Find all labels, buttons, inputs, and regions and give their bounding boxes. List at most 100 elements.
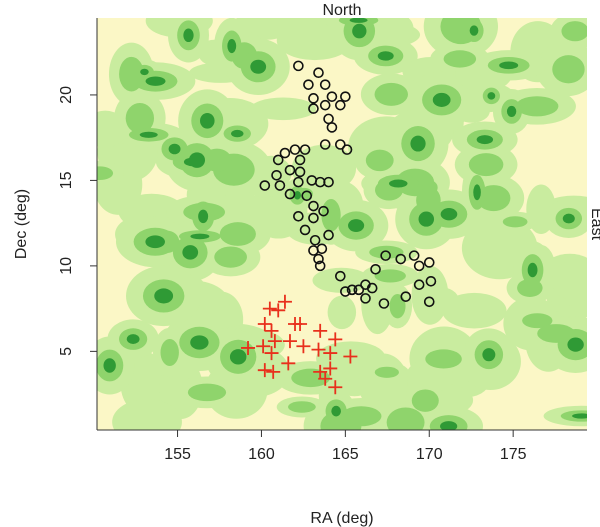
circle-point [319, 79, 331, 90]
circle-point [309, 234, 321, 246]
contour-level [145, 76, 166, 86]
contour-level [537, 324, 575, 343]
y-tick-label: 5 [58, 347, 75, 356]
contour-level [168, 143, 181, 155]
x-tick-label: 170 [416, 446, 443, 463]
contour-level [502, 216, 528, 228]
circle-point [360, 293, 371, 304]
circle-point [284, 164, 296, 176]
circle-point [313, 67, 324, 79]
contour-level [349, 18, 368, 23]
contour-level [188, 152, 206, 168]
contour-level [154, 230, 180, 253]
contour-level [416, 286, 459, 313]
y-tick-label: 20 [58, 86, 75, 104]
contour-level [331, 405, 341, 417]
circle-point [319, 139, 331, 150]
circle-point [293, 211, 304, 222]
circle-point [378, 298, 390, 309]
circle-point [303, 79, 314, 90]
contour-level [421, 180, 438, 195]
contour-level [473, 184, 481, 201]
contour-level [97, 166, 114, 181]
contour-level [125, 102, 155, 134]
contour-level [219, 222, 256, 246]
x-axis-label: RA (deg) [310, 510, 373, 527]
circle-point [294, 154, 306, 166]
circle-point [293, 176, 304, 188]
circle-point [316, 243, 328, 255]
contour-level [369, 245, 404, 259]
contour-level [160, 338, 179, 367]
contour-level [389, 293, 406, 319]
cross-point [311, 342, 326, 357]
contour-level [482, 348, 496, 362]
circle-point [423, 296, 435, 308]
contour-level [499, 61, 519, 70]
circle-point [274, 180, 286, 191]
contour-level [552, 55, 585, 84]
cross-point [264, 323, 279, 338]
contour-level [515, 96, 559, 117]
cross-point [257, 363, 272, 378]
circle-point [299, 144, 311, 155]
circle-point [425, 275, 437, 287]
contour-level [229, 349, 247, 365]
circle-point [413, 260, 425, 272]
x-tick-label: 155 [164, 446, 191, 463]
circle-point [319, 99, 331, 111]
circle-point [370, 264, 381, 275]
contour-level [183, 28, 194, 43]
contour-level [103, 358, 116, 373]
cross-point [266, 364, 281, 379]
circle-point [408, 250, 420, 261]
contour-level [190, 335, 209, 350]
contour-level [522, 313, 553, 329]
circle-point [366, 282, 378, 294]
y-tick-label: 10 [58, 257, 75, 275]
contour-level [288, 401, 316, 413]
circle-point [335, 99, 346, 111]
contour-level [293, 190, 301, 200]
circle-point [340, 286, 351, 297]
contour-level [572, 413, 587, 419]
contour-level [506, 105, 517, 118]
x-tick-label: 165 [332, 446, 359, 463]
contour-level [126, 334, 140, 344]
contour-level [327, 295, 357, 330]
cross-point [241, 340, 256, 355]
cross-point [282, 334, 297, 349]
contour-level [340, 406, 382, 427]
cross-point [281, 356, 296, 371]
contour-level [231, 129, 244, 138]
contour-level [440, 18, 482, 45]
circle-point [308, 200, 319, 212]
cross-point [343, 349, 358, 364]
contour-level [140, 68, 149, 76]
contour-level [187, 383, 227, 402]
circle-point [259, 180, 271, 191]
cross-point [262, 301, 277, 316]
x-tick-label: 175 [500, 446, 527, 463]
circle-point [323, 229, 334, 241]
circle-point [326, 91, 338, 102]
contour-level [377, 51, 394, 61]
circle-point [400, 291, 412, 302]
y-tick-label: 15 [58, 171, 75, 189]
circle-point [271, 169, 282, 181]
contour-level [250, 97, 317, 121]
contour-level [517, 278, 543, 297]
circle-point [323, 176, 334, 188]
circle-point [326, 122, 338, 133]
circle-point [318, 205, 329, 217]
contour-level [374, 82, 408, 106]
cross-point [256, 339, 271, 354]
contour-level [551, 259, 587, 302]
contour-level [200, 112, 215, 129]
contour-level [250, 59, 267, 74]
contour-level [374, 269, 406, 283]
contour-level [154, 288, 174, 304]
contour-level [352, 23, 367, 39]
contour-level [389, 179, 408, 188]
